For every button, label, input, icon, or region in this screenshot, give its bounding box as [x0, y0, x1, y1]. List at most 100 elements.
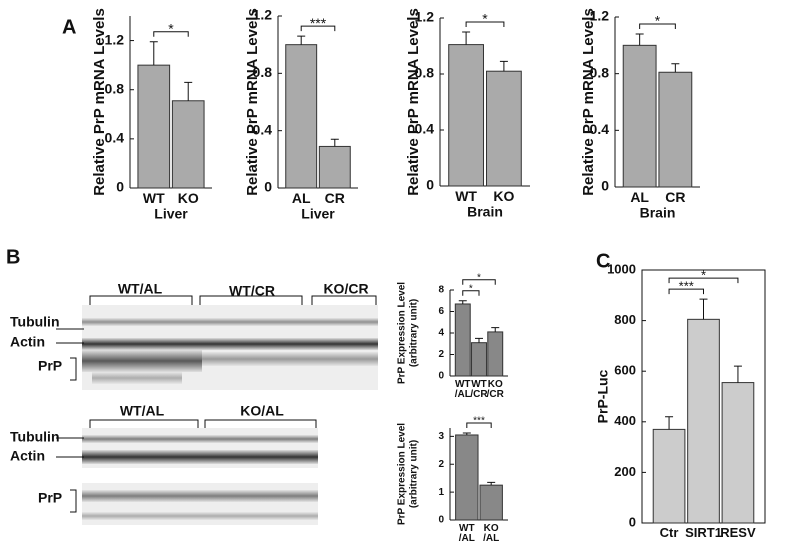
bar	[454, 303, 471, 377]
blot-image	[82, 305, 378, 390]
y-axis-label: Relative PrP mRNA Levels	[405, 8, 422, 196]
significance-label: ***	[310, 15, 327, 31]
bar	[137, 64, 171, 189]
group-label: KO/CR	[323, 281, 368, 297]
bar	[318, 145, 351, 189]
x-tick-label-part: WT	[455, 379, 471, 390]
error-bar	[184, 81, 193, 101]
x-tick-label-part: /AL	[459, 533, 475, 544]
x-tick-label: KO	[178, 190, 199, 206]
bar	[486, 70, 522, 187]
significance-bracket	[153, 31, 189, 37]
y-axis-label: Relative PrP mRNA Levels	[580, 8, 597, 196]
bar	[171, 100, 205, 189]
blot-image	[82, 428, 318, 525]
y-tick-label: 1	[438, 487, 444, 498]
x-tick-label: RESV	[720, 525, 756, 540]
band-label: PrP	[38, 358, 62, 374]
bar	[285, 44, 318, 189]
x-tick-label: Ctr	[660, 525, 679, 540]
y-axis-label: (arbitrary unit)	[409, 440, 420, 508]
x-tick-label-part: KO	[484, 523, 499, 534]
x-tick-label: KO	[493, 188, 514, 204]
bar	[455, 434, 479, 521]
band-label: Tubulin	[10, 314, 60, 330]
y-tick-label: 1000	[607, 261, 636, 276]
x-tick-label-part: /CR	[470, 389, 488, 400]
y-axis-label: PrP Expression Level	[397, 282, 408, 384]
x-tick-label-part: WT	[459, 523, 475, 534]
significance-bracket	[466, 422, 492, 429]
y-tick-label: 0	[438, 515, 444, 526]
x-tick-label: SIRT1	[685, 525, 722, 540]
error-bar	[475, 337, 483, 343]
significance-label: *	[482, 11, 488, 27]
y-tick-label: 0	[629, 514, 636, 529]
bar	[487, 331, 504, 377]
panel-letter: A	[62, 16, 76, 38]
y-tick-label: 4	[438, 328, 444, 339]
significance-bracket	[639, 23, 676, 29]
significance-label: *	[655, 13, 661, 29]
y-axis-label: Relative PrP mRNA Levels	[91, 8, 108, 196]
significance-bracket	[465, 21, 505, 27]
y-tick-label: 0.4	[590, 121, 610, 137]
y-tick-label: 0.8	[415, 65, 435, 81]
bar	[658, 71, 693, 188]
bar	[687, 318, 720, 524]
error-bar	[458, 300, 467, 304]
bar	[479, 484, 503, 521]
significance-label: ***	[679, 279, 694, 294]
bar	[471, 342, 487, 377]
bar	[721, 382, 755, 524]
x-tick-label: KO/AL	[483, 523, 499, 544]
y-tick-label: 0.8	[253, 64, 273, 80]
y-tick-label: 600	[614, 363, 636, 378]
error-bar	[462, 432, 471, 435]
group-label: KO/AL	[240, 403, 284, 419]
y-tick-label: 0.4	[105, 130, 125, 146]
band-label: Tubulin	[10, 429, 60, 445]
x-tick-label: AL	[630, 189, 649, 205]
y-tick-label: 1.2	[253, 7, 273, 23]
y-tick-label: 0.4	[415, 121, 435, 137]
y-tick-label: 0	[601, 178, 609, 194]
y-axis-label: Relative PrP mRNA Levels	[244, 8, 261, 196]
error-bar	[330, 138, 339, 147]
bar	[622, 44, 657, 188]
bar	[448, 44, 484, 187]
y-tick-label: 0	[116, 179, 124, 195]
x-tick-label: WT	[143, 190, 165, 206]
lane-brackets	[56, 295, 377, 513]
significance-label: *	[701, 268, 706, 283]
band-label: Actin	[10, 448, 45, 464]
panel-letter: C	[596, 250, 610, 272]
error-bar	[635, 33, 644, 46]
y-tick-label: 8	[438, 285, 444, 296]
error-bar	[699, 298, 708, 320]
error-bar	[665, 416, 674, 430]
error-bar	[487, 481, 496, 486]
x-tick-label: WT/CR	[470, 379, 488, 400]
x-tick-label: WT/AL	[455, 379, 471, 400]
panel-letter: B	[6, 246, 20, 268]
error-bar	[491, 327, 500, 332]
y-tick-label: 0	[426, 177, 434, 193]
significance-label: *	[168, 21, 174, 37]
significance-bracket	[300, 25, 336, 32]
y-tick-label: 2	[438, 349, 444, 360]
significance-label: *	[477, 272, 481, 283]
y-tick-label: 0.4	[253, 121, 273, 137]
x-axis-label: Brain	[640, 204, 676, 220]
error-bar	[671, 63, 680, 73]
x-tick-label: AL	[292, 190, 311, 206]
significance-bracket	[668, 288, 704, 295]
y-tick-label: 1.2	[105, 31, 125, 47]
x-tick-label-part: /CR	[487, 389, 505, 400]
x-tick-label-part: /AL	[483, 533, 499, 544]
significance-bracket	[668, 277, 739, 284]
y-axis-label: PrP Expression Level	[397, 423, 408, 525]
x-tick-label: WT/AL	[459, 523, 475, 544]
group-label: WT/CR	[229, 283, 275, 299]
significance-label: *	[469, 283, 473, 294]
